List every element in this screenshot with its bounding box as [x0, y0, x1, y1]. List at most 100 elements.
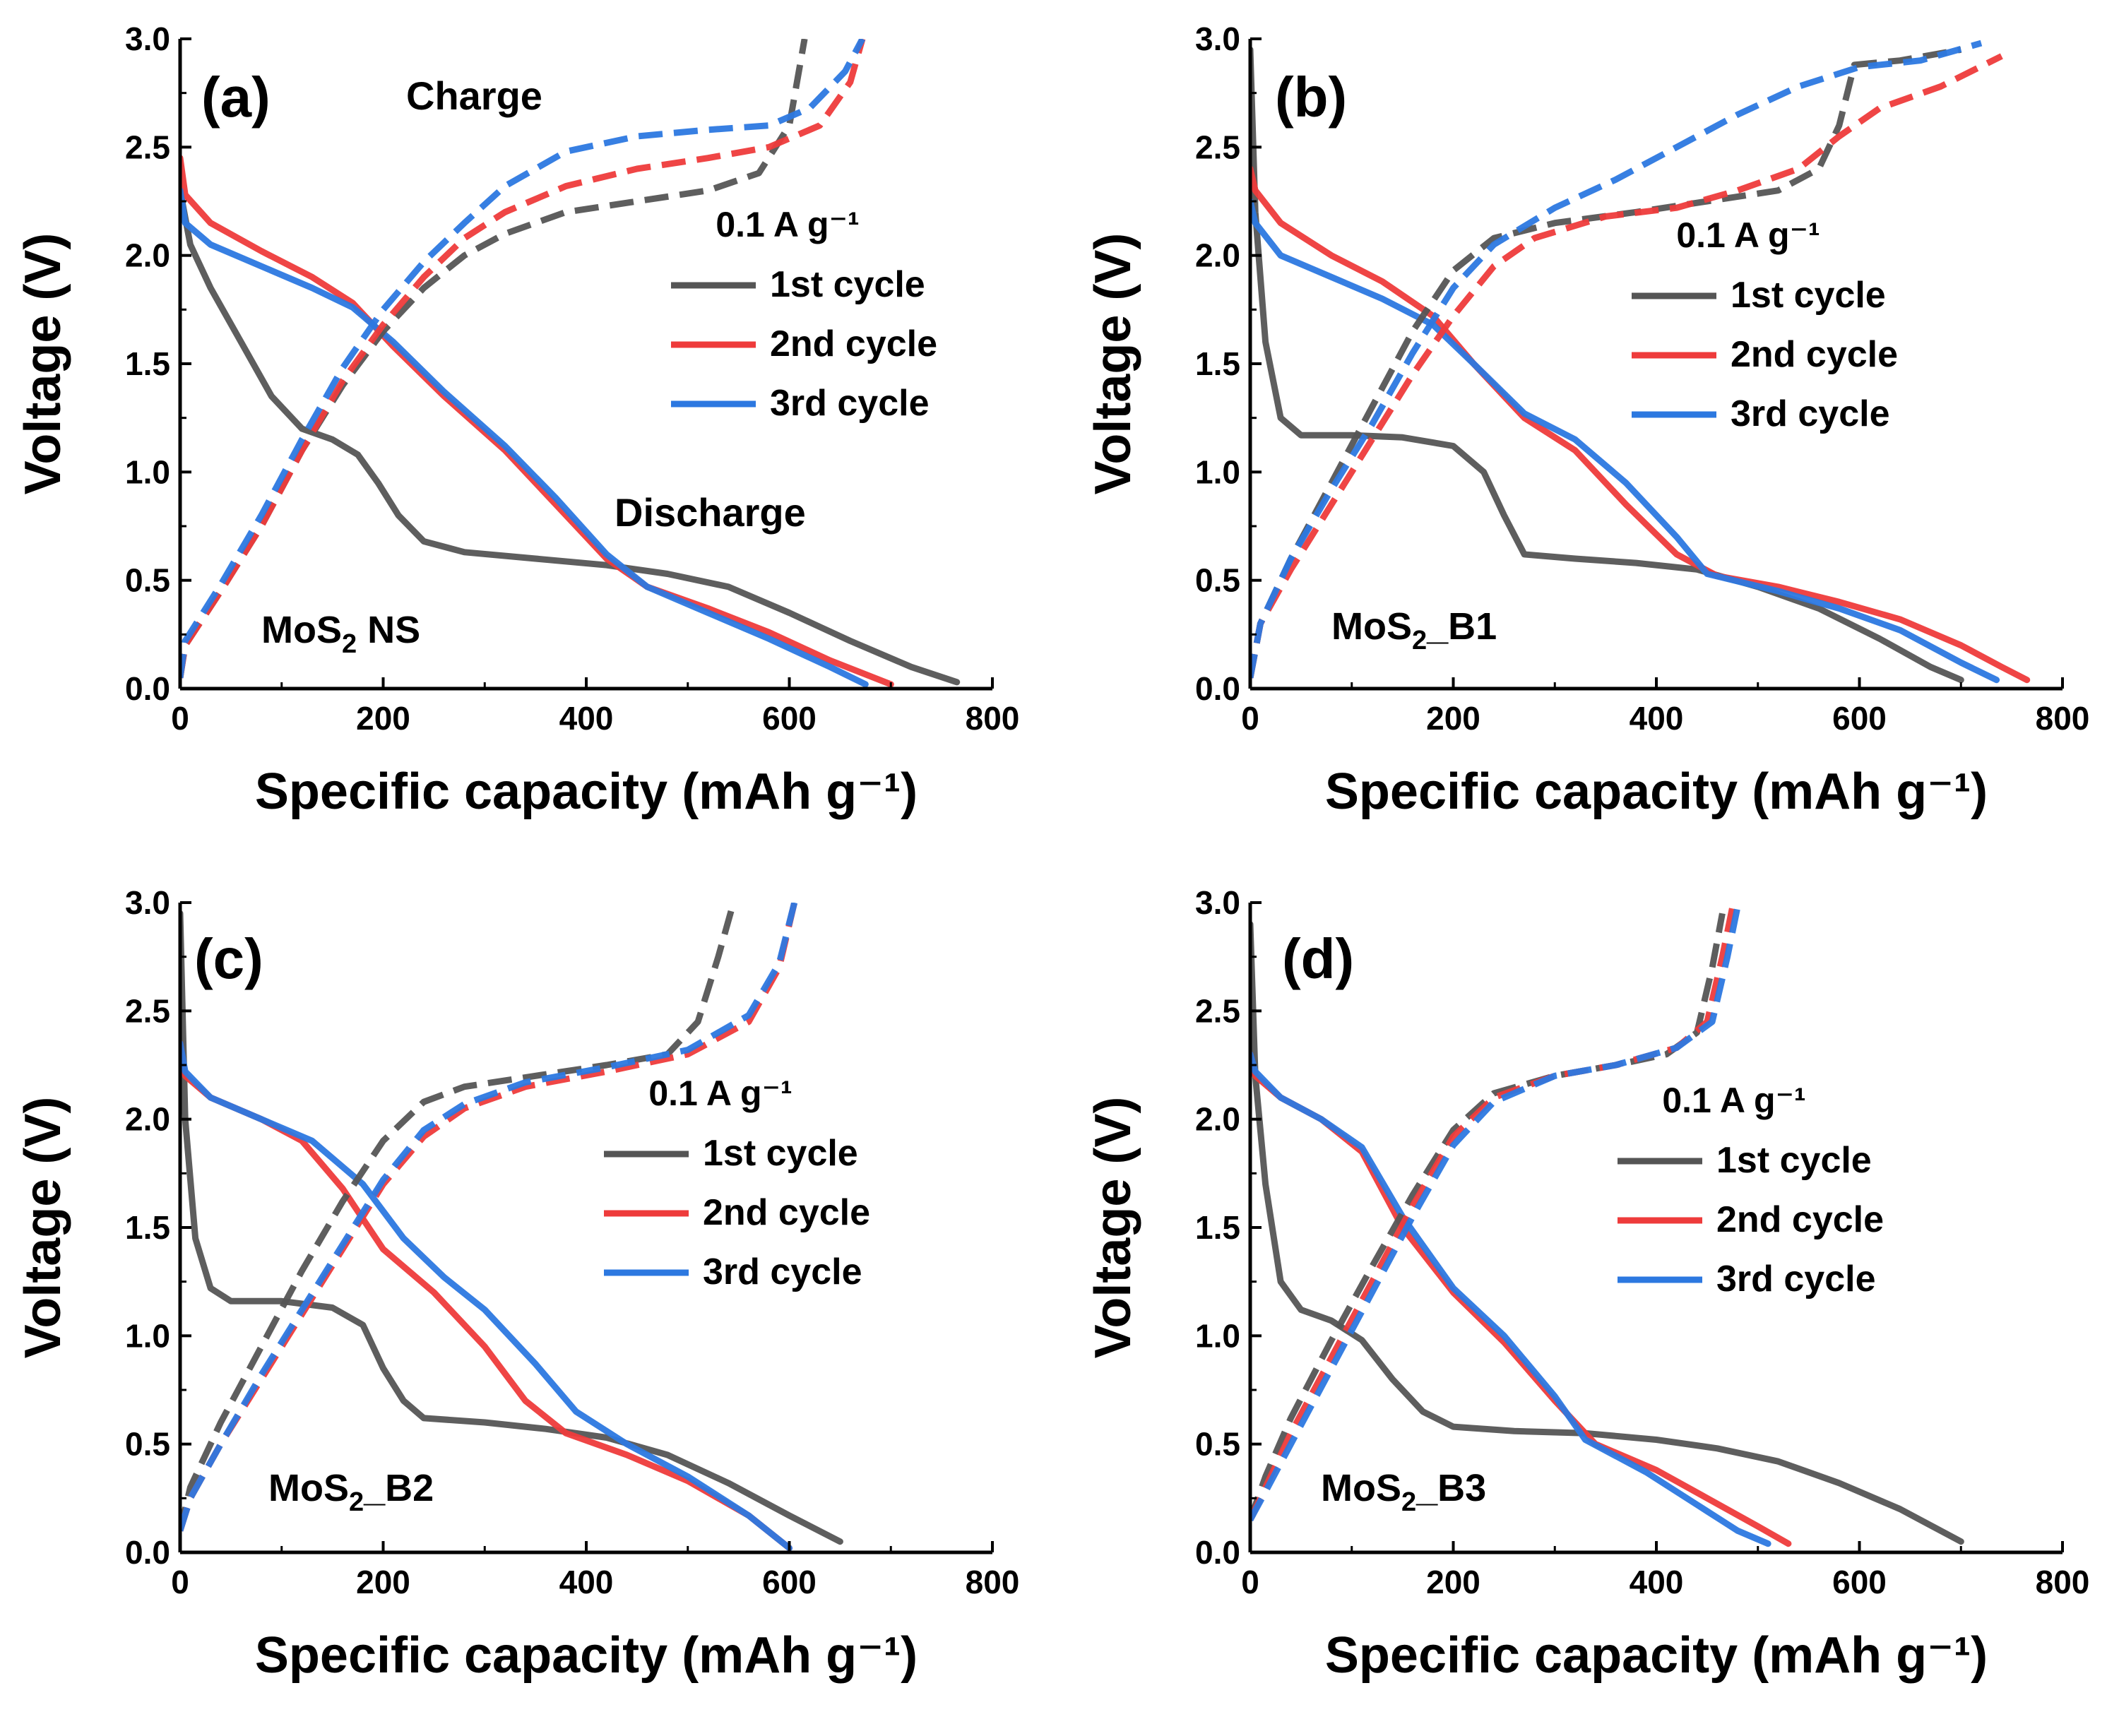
series-discharge-cycle-2: [1250, 165, 2031, 684]
y-tick-label: 2.0: [125, 1101, 170, 1138]
legend-label-cycle-2: 2nd cycle: [770, 323, 937, 364]
sample-base: MoS: [1321, 1467, 1401, 1509]
annotation-discharge: Discharge: [615, 490, 806, 535]
y-tick-label: 2.5: [125, 129, 170, 165]
series-discharge-cycle-3: [1250, 198, 2000, 684]
legend-label-cycle-3: 3rd cycle: [1731, 393, 1890, 434]
y-tick-label: 1.0: [125, 1317, 170, 1354]
panel-tag: (c): [194, 927, 263, 990]
x-axis-title: Specific capacity (mAh g⁻¹): [1325, 763, 1988, 820]
sample-suffix: _B1: [1426, 605, 1497, 648]
sample-subscript: 2: [1401, 1487, 1416, 1517]
sample-subscript: 2: [349, 1487, 364, 1517]
series-discharge-cycle-2: [180, 155, 894, 688]
y-tick-label: 1.5: [125, 1209, 170, 1246]
legend-title: 0.1 A g⁻¹: [1676, 215, 1820, 255]
y-axis-title: Voltage (V): [1085, 233, 1141, 495]
x-tick-label: 400: [1630, 1564, 1684, 1600]
panel-tag: (b): [1275, 66, 1347, 129]
legend-label-cycle-1: 1st cycle: [770, 264, 925, 305]
x-tick-label: 200: [356, 1564, 410, 1600]
y-tick-label: 2.0: [1195, 1101, 1240, 1138]
legend-title: 0.1 A g⁻¹: [716, 205, 859, 244]
series-discharge-cycle-1: [180, 187, 961, 686]
y-axis-title: Voltage (V): [15, 233, 71, 495]
y-tick-label: 2.5: [1195, 129, 1240, 165]
series-charge-cycle-1: [1250, 912, 1726, 1521]
y-tick-label: 3.0: [1195, 20, 1240, 57]
legend-label-cycle-2: 2nd cycle: [1716, 1199, 1884, 1240]
y-tick-label: 0.0: [125, 670, 170, 707]
annotation-charge: Charge: [406, 73, 542, 118]
x-tick-label: 600: [1832, 1564, 1887, 1600]
y-tick-label: 2.5: [125, 992, 170, 1029]
x-tick-label: 400: [559, 700, 614, 737]
y-tick-label: 1.0: [1195, 1317, 1240, 1354]
x-axis-title: Specific capacity (mAh g⁻¹): [255, 763, 918, 820]
y-tick-label: 3.0: [125, 20, 170, 57]
x-tick-label: 0: [1241, 700, 1259, 737]
sample-subscript: 2: [1412, 626, 1427, 655]
x-tick-label: 0: [171, 700, 189, 737]
y-tick-label: 0.5: [125, 1426, 170, 1463]
legend-label-cycle-3: 3rd cycle: [703, 1252, 862, 1292]
x-tick-label: 400: [559, 1564, 614, 1600]
series-charge-cycle-3: [1250, 40, 1983, 679]
legend-label-cycle-3: 3rd cycle: [770, 383, 930, 424]
panel-tag: (d): [1282, 927, 1354, 990]
x-tick-label: 800: [966, 1564, 1020, 1600]
series-discharge-cycle-1: [180, 910, 843, 1545]
x-tick-label: 0: [171, 1564, 189, 1600]
y-tick-label: 1.5: [1195, 345, 1240, 382]
series-charge-cycle-1: [180, 39, 808, 679]
x-tick-label: 0: [1241, 1564, 1259, 1600]
series-charge-cycle-3: [1250, 906, 1741, 1522]
sample-base: MoS: [268, 1467, 349, 1509]
sample-label: MoS2_B2: [268, 1467, 434, 1517]
y-tick-label: 2.0: [125, 237, 170, 274]
series-discharge-cycle-1: [1250, 921, 1964, 1545]
x-tick-label: 800: [2036, 700, 2090, 737]
series-discharge-cycle-3: [1250, 1051, 1771, 1547]
panel-d: 0 200 400 600 800 0.0 0.5 1.0 1.5 2.0 2.5 3.0 Specif…: [1085, 884, 2089, 1684]
sample-suffix: NS: [357, 609, 420, 651]
y-axis-title: Voltage (V): [1085, 1097, 1141, 1359]
series-discharge-cycle-3: [180, 1040, 793, 1552]
x-tick-label: 200: [356, 700, 410, 737]
x-tick-label: 200: [1426, 1564, 1480, 1600]
legend-title: 0.1 A g⁻¹: [1662, 1081, 1805, 1120]
sample-suffix: _B2: [363, 1467, 434, 1509]
y-tick-label: 2.5: [1195, 992, 1240, 1029]
series-group: [180, 903, 843, 1552]
panel-b: 0 200 400 600 800 0.0 0.5 1.0 1.5 2.0 2.5 3.0 Specif…: [1085, 20, 2089, 820]
series-charge-cycle-3: [180, 903, 798, 1532]
x-tick-label: 600: [762, 1564, 817, 1600]
x-tick-label: 200: [1426, 700, 1480, 737]
legend-label-cycle-2: 2nd cycle: [703, 1192, 870, 1233]
sample-label: MoS2 NS: [261, 609, 420, 659]
y-tick-label: 3.0: [125, 884, 170, 921]
legend-label-cycle-1: 1st cycle: [1731, 275, 1886, 316]
y-tick-label: 0.5: [125, 562, 170, 599]
legend-label-cycle-1: 1st cycle: [1716, 1140, 1872, 1181]
legend-label-cycle-2: 2nd cycle: [1731, 334, 1898, 375]
series-discharge-cycle-1: [1250, 46, 1964, 684]
panel-c: 0 200 400 600 800 0.0 0.5 1.0 1.5 2.0 2.5 3.0 Specif…: [15, 884, 1019, 1684]
series-charge-cycle-2: [1250, 53, 2003, 679]
y-tick-label: 1.5: [1195, 1209, 1240, 1246]
panel-tag: (a): [201, 66, 271, 129]
series-group: [180, 39, 961, 688]
series-charge-cycle-2: [180, 39, 866, 679]
sample-suffix: _B3: [1415, 1467, 1486, 1509]
sample-label: MoS2_B1: [1331, 605, 1497, 655]
series-charge-cycle-1: [180, 903, 737, 1532]
x-tick-label: 600: [1832, 700, 1887, 737]
y-tick-label: 2.0: [1195, 237, 1240, 274]
y-tick-label: 1.5: [125, 345, 170, 382]
series-discharge-cycle-3: [180, 187, 869, 688]
sample-label: MoS2_B3: [1321, 1467, 1486, 1517]
legend-label-cycle-1: 1st cycle: [703, 1133, 858, 1174]
series-group: [1250, 40, 2031, 684]
x-tick-label: 800: [2036, 1564, 2090, 1600]
